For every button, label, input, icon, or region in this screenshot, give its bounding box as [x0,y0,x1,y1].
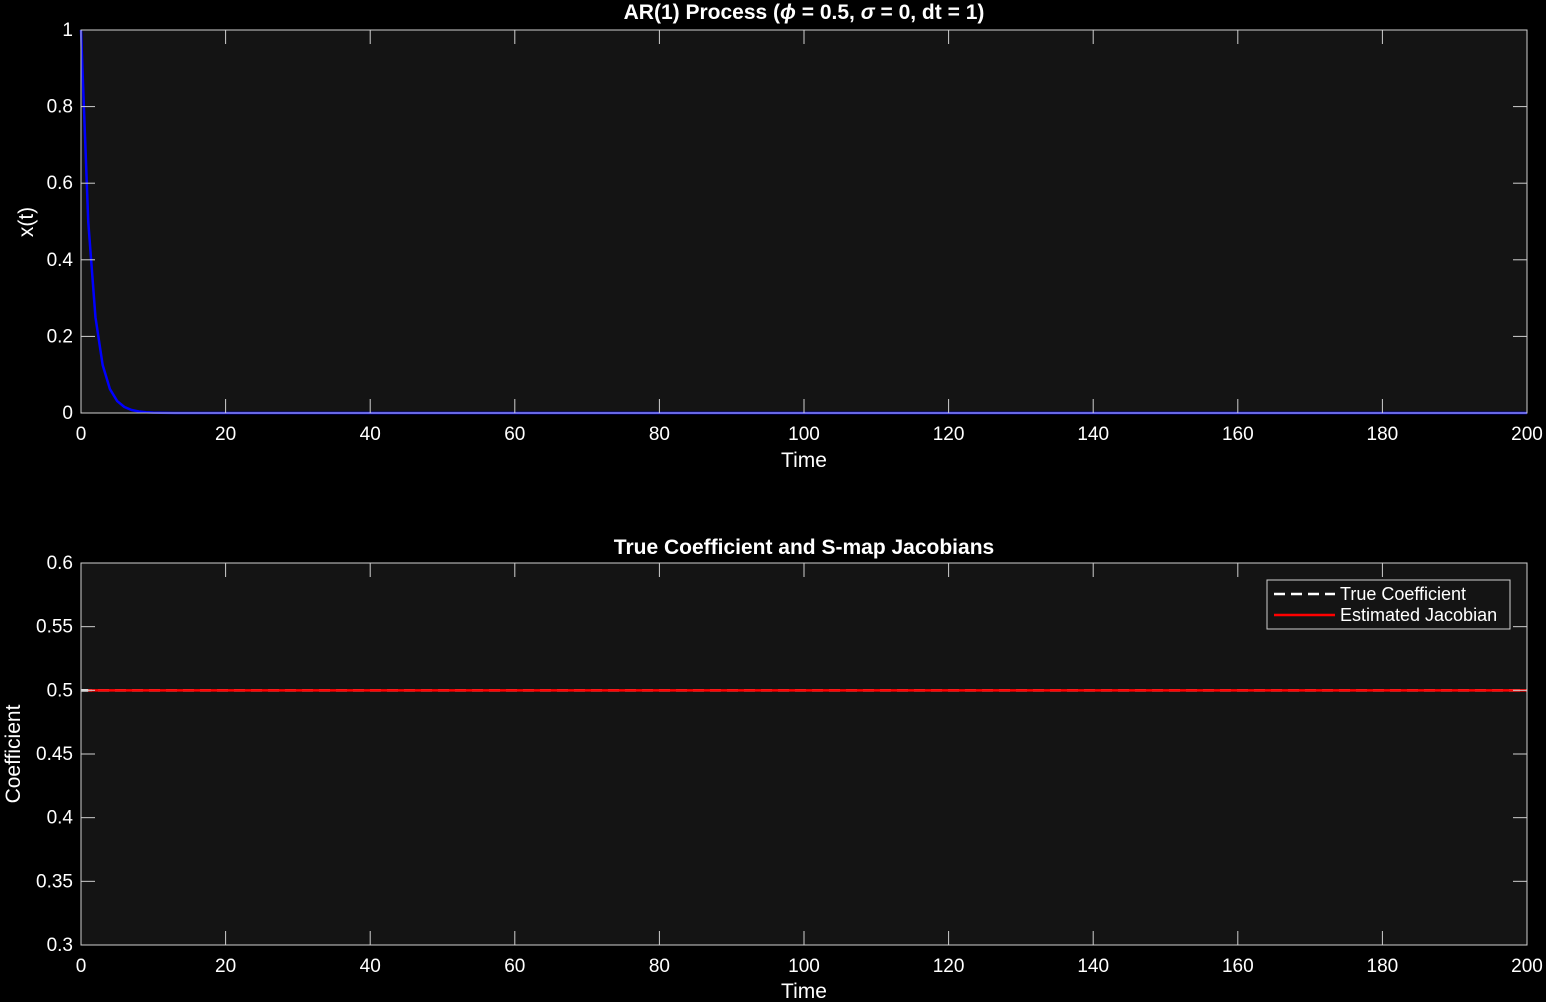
x-axis-label-bottom: Time [781,980,827,1002]
x-tick-label: 160 [1222,956,1254,977]
y-tick-label: 0.5 [47,680,73,701]
x-tick-label: 20 [215,956,236,977]
y-tick-label: 0.4 [47,808,74,829]
x-tick-label: 100 [788,424,820,445]
y-tick-label: 1 [62,20,73,41]
x-tick-label: 200 [1511,956,1543,977]
x-tick-label: 120 [933,956,965,977]
legend-label-estimated-jacobian: Estimated Jacobian [1340,605,1497,625]
x-tick-label: 200 [1511,424,1543,445]
x-tick-label: 160 [1222,424,1254,445]
plot-area-top [81,30,1527,413]
x-tick-label: 100 [788,956,820,977]
y-ticks-bottom: 0.3 0.35 0.4 0.45 0.5 0.55 0.6 [36,553,1527,956]
x-tick-label: 0 [76,956,87,977]
x-tick-label: 60 [504,424,525,445]
x-tick-label: 180 [1367,424,1399,445]
legend: True Coefficient Estimated Jacobian [1266,579,1511,630]
chart-coefficient-jacobians: 0 20 40 60 80 100 120 140 160 180 200 0.30.350.40.… [2,536,1543,1002]
x-ticks-bottom: 0 20 40 60 80 100 120 140 160 180 200 [76,563,1543,977]
x-tick-label: 120 [933,424,965,445]
x-tick-label: 0 [76,424,87,445]
legend-label-true-coefficient: True Coefficient [1340,584,1466,604]
chart-title-top: AR(1) Process (ϕ = 0.5, σ = 0, dt = 1) [624,1,985,24]
y-tick-label: 0.45 [36,744,73,765]
y-tick-label: 0.8 [47,97,73,118]
y-ticks-top: 0 0.2 0.4 0.6 0.8 1 [47,20,1527,424]
x-tick-label: 40 [360,424,381,445]
x-tick-label: 80 [649,424,670,445]
y-tick-label: 0.2 [47,326,73,347]
legend-box [1266,579,1511,630]
chart-title-bottom: True Coefficient and S-map Jacobians [614,536,994,559]
y-tick-label: 0.4 [47,250,74,271]
chart-ar1-process: 0 20 40 60 80 100 120 140 160 180 200 0 0.2 0.4 0.6 0.… [15,1,1543,472]
x-tick-label: 40 [360,956,381,977]
y-tick-label: 0.3 [47,935,73,956]
y-tick-label: 0.6 [47,553,73,574]
x-ticks-top: 0 20 40 60 80 100 120 140 160 180 200 [76,30,1543,445]
y-tick-label: 0.35 [36,871,73,892]
y-axis-label-bottom: Coefficient [2,704,25,803]
x-tick-label: 20 [215,424,236,445]
y-tick-label: 0.6 [47,173,73,194]
x-tick-label: 60 [504,956,525,977]
y-tick-label: 0 [62,403,73,424]
x-axis-label-top: Time [781,449,827,472]
x-tick-label: 140 [1077,956,1109,977]
x-tick-label: 140 [1077,424,1109,445]
x-tick-label: 80 [649,956,670,977]
y-tick-label: 0.55 [36,617,73,638]
y-axis-label-top: x(t) [15,207,38,237]
x-tick-label: 180 [1367,956,1399,977]
